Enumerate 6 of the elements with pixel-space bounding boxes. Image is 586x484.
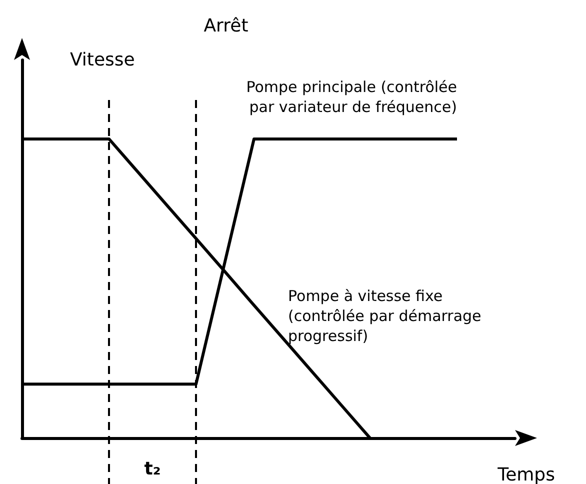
text: Arrêt (204, 16, 248, 36)
y-axis-title: Vitesse (70, 50, 135, 70)
series-label: Pompe principale (contrôlée par variateur de fréquence) (246, 78, 457, 116)
text: t₂ (144, 458, 161, 480)
series-label: Pompe à vitesse fixe (contrôlée par démarrage progressif) (288, 287, 482, 345)
x-axis-title: Temps (496, 464, 555, 484)
